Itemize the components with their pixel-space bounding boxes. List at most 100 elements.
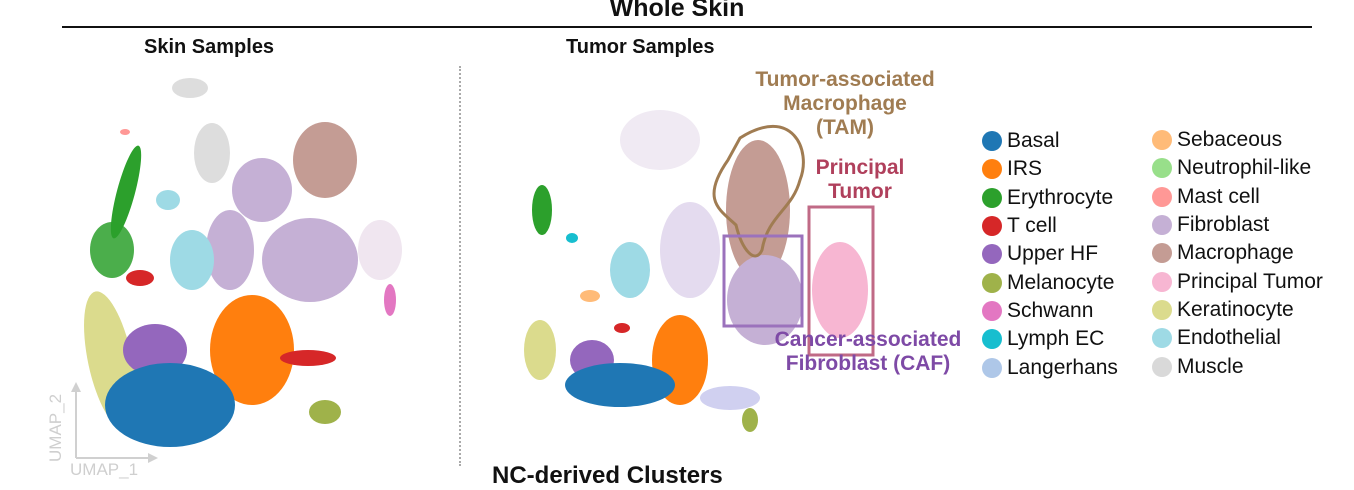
legend-label: Basal xyxy=(1007,129,1060,153)
skin-samples-title: Skin Samples xyxy=(144,36,275,58)
legend-label: Mast cell xyxy=(1177,184,1260,208)
legend-item: T cell xyxy=(982,212,1118,240)
legend-swatch xyxy=(982,131,1002,152)
legend-swatch xyxy=(982,187,1002,208)
title-rule xyxy=(62,26,1312,28)
umap-y-label: UMAP_2 xyxy=(46,393,65,462)
endothelial-cluster-tumor xyxy=(610,242,650,298)
figure-title: Whole Skin xyxy=(609,0,745,22)
melanocyte-cluster-tumor xyxy=(742,408,758,432)
legend-label: IRS xyxy=(1007,157,1043,181)
principal-tumor-cluster xyxy=(812,242,868,338)
fibroblast-cluster-skin-c xyxy=(262,218,358,302)
caf-box xyxy=(722,234,804,328)
legend-column-1: Basal IRS Erythrocyte T cell Upper HF Melanoc… xyxy=(982,127,1118,382)
fibroblast-cluster-tumor xyxy=(727,255,803,345)
legend-label: Muscle xyxy=(1177,354,1244,378)
tumor-umap-clusters xyxy=(524,110,868,432)
legend-item: Melanocyte xyxy=(982,268,1118,296)
muscle-cluster-skin xyxy=(194,123,230,183)
lymph-ec-cluster-tumor xyxy=(566,233,578,243)
legend-swatch xyxy=(1152,243,1172,264)
caf-label-line2: Fibroblast (CAF) xyxy=(785,352,951,375)
legend-swatch xyxy=(1152,158,1172,179)
tam-label-line1: Tumor-associated xyxy=(755,68,935,91)
legend-label: Endothelial xyxy=(1177,326,1281,350)
legend-swatch xyxy=(1152,271,1172,292)
langerhans-cluster-tumor xyxy=(700,386,760,410)
schwann-cluster-skin xyxy=(384,284,396,316)
sebaceous-cluster-tumor xyxy=(580,290,600,302)
irs-cluster-skin xyxy=(210,295,294,405)
tumor-samples-title: Tumor Samples xyxy=(566,36,715,58)
caf-label-line1: Cancer-associated xyxy=(774,328,962,351)
umap-axes xyxy=(71,382,158,463)
legend-label: Principal Tumor xyxy=(1177,269,1323,293)
umap-y-arrow xyxy=(71,382,81,392)
principal-tumor-label-line1: Principal xyxy=(815,156,905,179)
legend-swatch xyxy=(982,216,1002,237)
legend-item: Keratinocyte xyxy=(1152,296,1323,324)
legend-item: Langerhans xyxy=(982,353,1118,381)
panel-divider xyxy=(459,66,461,466)
legend-swatch xyxy=(982,357,1002,378)
legend-label: Schwann xyxy=(1007,298,1094,322)
legend-swatch xyxy=(1152,186,1172,207)
upper-hf-cluster-skin xyxy=(123,324,187,376)
umap-x-label: UMAP_1 xyxy=(70,460,139,479)
legend-item: Macrophage xyxy=(1152,239,1323,267)
fibroblast-cluster-skin-b xyxy=(232,158,292,222)
endothelial-cluster-skin-b xyxy=(170,230,214,290)
legend-item: Basal xyxy=(982,127,1118,155)
legend-item: Mast cell xyxy=(1152,183,1323,211)
legend-item: IRS xyxy=(982,155,1118,183)
legend-label: Melanocyte xyxy=(1007,270,1115,294)
principal-tumor-label: Principal Tumor xyxy=(800,156,920,204)
legend-item: Muscle xyxy=(1152,352,1323,380)
melanocyte-cluster-skin xyxy=(309,400,341,424)
legend-swatch xyxy=(1152,299,1172,320)
legend-swatch xyxy=(982,159,1002,180)
legend-item: Schwann xyxy=(982,297,1118,325)
legend-label: Upper HF xyxy=(1007,242,1099,266)
legend-item: Fibroblast xyxy=(1152,211,1323,239)
keratinocyte-cluster-tumor xyxy=(524,320,556,380)
skin-umap-clusters xyxy=(84,78,402,447)
erythrocyte-cluster-skin xyxy=(110,145,142,239)
tcell-cluster-skin-b xyxy=(280,350,336,366)
legend-label: Fibroblast xyxy=(1177,213,1270,237)
skin-umap-plot xyxy=(71,78,402,463)
basal-cluster-skin xyxy=(105,363,235,447)
erythrocyte-cluster-skin-b xyxy=(90,222,134,278)
legend-item: Endothelial xyxy=(1152,324,1323,352)
macrophage-cluster-skin xyxy=(293,122,357,198)
legend-item: Upper HF xyxy=(982,240,1118,268)
legend-swatch xyxy=(982,300,1002,321)
legend-label: T cell xyxy=(1007,214,1057,238)
legend-swatch xyxy=(982,329,1002,350)
legend-label: Erythrocyte xyxy=(1007,185,1114,209)
tumor-umap-plot xyxy=(524,110,875,432)
legend-item: Principal Tumor xyxy=(1152,267,1323,295)
legend-label: Neutrophil-like xyxy=(1177,156,1312,180)
fibroblast-cluster-tumor-b xyxy=(660,202,720,298)
sparse-cluster-tumor xyxy=(620,110,700,170)
tam-label-line2: Macrophage xyxy=(783,92,907,115)
tcell-cluster-skin xyxy=(126,270,154,286)
legend-item: Sebaceous xyxy=(1152,126,1323,154)
erythrocyte-cluster-tumor xyxy=(532,185,552,235)
legend-swatch xyxy=(1152,328,1172,349)
legend-swatch xyxy=(1152,215,1172,236)
tcell-cluster-tumor xyxy=(614,323,630,333)
endothelial-cluster-skin-a xyxy=(156,190,180,210)
legend-label: Lymph EC xyxy=(1007,327,1105,351)
fibroblast-cluster-skin-a xyxy=(206,210,254,290)
legend-label: Macrophage xyxy=(1177,241,1294,265)
legend-column-2: Sebaceous Neutrophil-like Mast cell Fibrobl… xyxy=(1152,126,1323,381)
legend-label: Keratinocyte xyxy=(1177,297,1294,321)
caf-label: Cancer-associated Fibroblast (CAF) xyxy=(758,328,978,376)
legend-label: Langerhans xyxy=(1007,355,1118,379)
tam-label: Tumor-associated Macrophage (TAM) xyxy=(740,68,950,140)
tam-label-line3: (TAM) xyxy=(816,116,874,139)
mast-cluster-skin xyxy=(120,129,130,135)
